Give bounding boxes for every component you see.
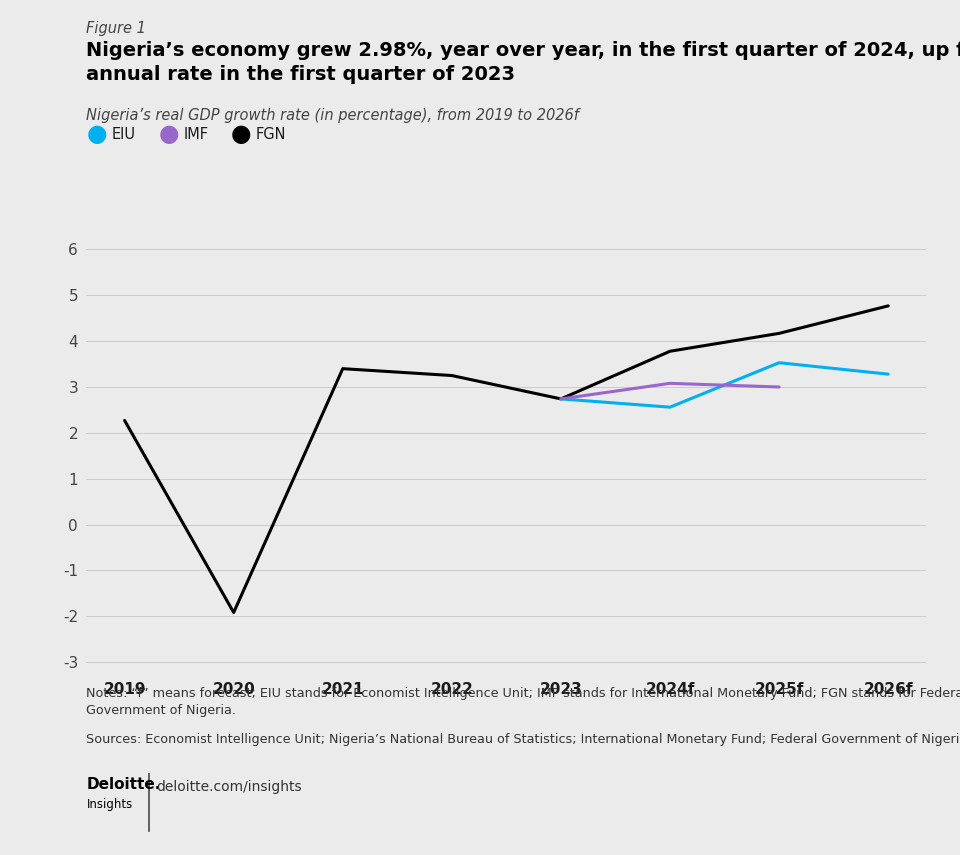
Text: ●: ●: [86, 122, 107, 146]
Text: Notes: “f” means forecast; EIU stands for Economist Intelligence Unit; IMF stand: Notes: “f” means forecast; EIU stands fo…: [86, 687, 960, 717]
Text: Nigeria’s economy grew 2.98%, year over year, in the first quarter of 2024, up f: Nigeria’s economy grew 2.98%, year over …: [86, 41, 960, 84]
Text: Deloitte.: Deloitte.: [86, 777, 160, 793]
Text: FGN: FGN: [255, 127, 286, 142]
Text: IMF: IMF: [183, 127, 208, 142]
Text: ●: ●: [158, 122, 179, 146]
Text: Insights: Insights: [86, 798, 132, 811]
Text: Figure 1: Figure 1: [86, 21, 146, 37]
Text: Sources: Economist Intelligence Unit; Nigeria’s National Bureau of Statistics; I: Sources: Economist Intelligence Unit; Ni…: [86, 733, 960, 746]
Text: ●: ●: [230, 122, 251, 146]
Text: deloitte.com/insights: deloitte.com/insights: [156, 781, 302, 794]
Text: Nigeria’s real GDP growth rate (in percentage), from 2019 to 2026f: Nigeria’s real GDP growth rate (in perce…: [86, 108, 579, 123]
Text: EIU: EIU: [111, 127, 135, 142]
